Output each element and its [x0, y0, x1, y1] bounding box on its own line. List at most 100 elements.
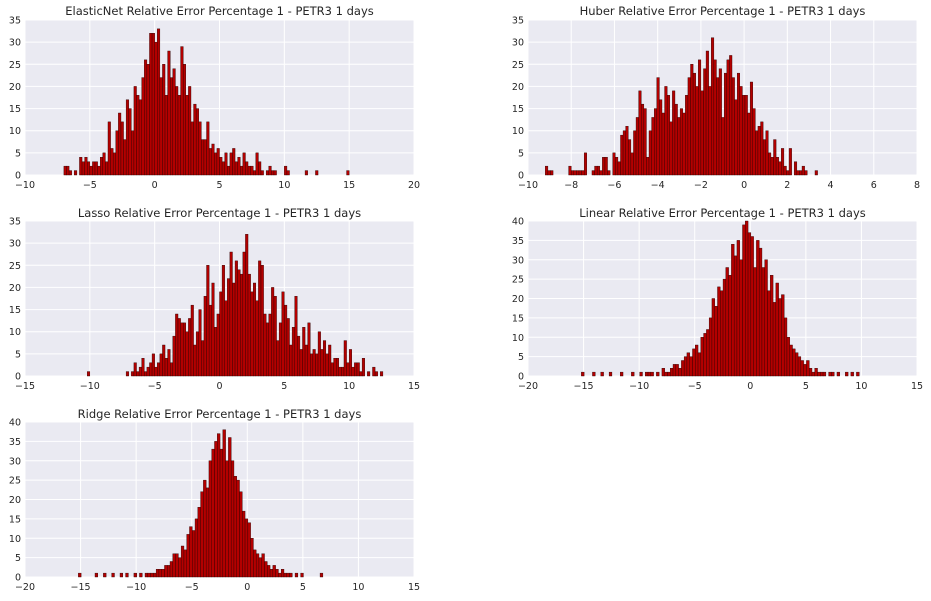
- histogram-bar: [253, 549, 257, 578]
- histogram-bar: [761, 267, 765, 377]
- histogram-bar: [198, 309, 202, 377]
- histogram-bar: [162, 64, 166, 176]
- histogram-bar: [786, 337, 790, 377]
- histogram-bar: [258, 260, 262, 377]
- histogram-bar: [736, 72, 740, 176]
- x-tick-label: −20: [15, 582, 35, 593]
- histogram-bar: [240, 273, 244, 377]
- histogram-bar: [836, 371, 840, 377]
- y-tick-label: 35: [9, 437, 21, 448]
- histogram-bar: [607, 170, 611, 176]
- histogram-bar: [180, 46, 184, 176]
- histogram-bar: [319, 572, 324, 578]
- x-tick-label: −5: [83, 180, 97, 191]
- histogram-bar: [731, 244, 735, 377]
- y-tick-label: 5: [15, 553, 21, 564]
- histogram-bar: [359, 371, 363, 377]
- histogram-bar: [302, 327, 306, 377]
- histogram-bar: [180, 545, 185, 578]
- y-tick-label: 10: [9, 126, 21, 137]
- histogram-bar: [92, 161, 96, 176]
- histogram-bar: [773, 139, 777, 176]
- histogram-bar: [714, 306, 718, 377]
- histogram-bar: [753, 267, 757, 377]
- histogram-bar: [195, 108, 199, 176]
- histogram-bar: [167, 349, 171, 377]
- histogram-bar: [734, 99, 738, 176]
- histogram-bar: [164, 358, 168, 377]
- histogram-bar: [79, 157, 83, 176]
- histogram-bar: [721, 117, 725, 176]
- histogram-bar: [772, 302, 777, 377]
- histogram-bar: [783, 165, 787, 176]
- y-tick-label: 10: [9, 327, 21, 338]
- histogram-bar: [278, 572, 282, 578]
- histogram-bar: [341, 366, 345, 377]
- histogram-bar: [630, 152, 634, 176]
- histogram-bar: [770, 157, 774, 176]
- histogram-bar: [197, 507, 201, 578]
- histogram-bar: [635, 117, 639, 176]
- histogram-bar: [625, 126, 629, 176]
- histogram-bar: [224, 152, 228, 176]
- histogram-bar: [247, 165, 251, 176]
- histogram-bar: [255, 553, 260, 578]
- histogram-bar: [157, 362, 161, 377]
- histogram-bar: [214, 441, 218, 578]
- y-tick-label: 15: [512, 313, 524, 324]
- histogram-bar: [250, 291, 254, 377]
- x-tick-label: −4: [651, 180, 665, 191]
- histogram-bar: [141, 358, 145, 377]
- histogram-bar: [139, 572, 143, 578]
- histogram-bar: [219, 448, 224, 578]
- y-tick-label: 25: [9, 476, 21, 487]
- histogram-bar: [84, 157, 88, 176]
- histogram-bar: [602, 157, 606, 176]
- histogram-bar: [286, 170, 290, 176]
- histogram-bar: [672, 364, 677, 377]
- histogram-bar: [94, 161, 98, 176]
- y-tick-label: 35: [9, 217, 21, 228]
- histogram-bar: [348, 349, 352, 377]
- histogram-bar: [765, 130, 769, 176]
- histogram-bar: [280, 569, 285, 578]
- histogram-bar: [646, 157, 650, 176]
- histogram-bar: [770, 275, 774, 377]
- histogram-bar: [320, 349, 324, 377]
- y-tick-label: 40: [9, 418, 21, 429]
- histogram-bar: [244, 518, 249, 578]
- histogram-bar: [89, 165, 93, 176]
- histogram-bar: [736, 240, 740, 377]
- histogram-bar: [154, 41, 158, 176]
- histogram-bar: [203, 479, 207, 578]
- x-tick-label: −20: [518, 381, 538, 392]
- histogram-bar: [78, 572, 82, 578]
- x-tick-label: −15: [15, 381, 35, 392]
- histogram-bar: [310, 353, 314, 377]
- x-tick-label: 10: [343, 381, 355, 392]
- histogram-bar: [107, 121, 111, 176]
- histogram-bar: [208, 148, 212, 176]
- histogram-bar: [217, 433, 221, 578]
- histogram-bar: [138, 99, 142, 176]
- histogram-bar: [705, 50, 709, 176]
- histogram-bar: [374, 371, 378, 377]
- histogram-bar: [192, 530, 196, 578]
- histogram-bar: [183, 549, 187, 578]
- histogram-bar: [687, 77, 691, 176]
- histogram-bar: [128, 108, 132, 176]
- histogram-bar: [216, 148, 220, 176]
- histogram-bar: [219, 157, 223, 176]
- histogram-bar: [700, 337, 704, 377]
- histogram-bar: [695, 344, 699, 377]
- x-tick-label: 15: [911, 381, 923, 392]
- histogram-bar: [850, 371, 854, 377]
- y-tick-label: 30: [9, 239, 21, 250]
- histogram-bar: [185, 331, 189, 377]
- histogram-bar: [718, 68, 722, 176]
- y-tick-label: 35: [512, 16, 524, 27]
- histogram-bar: [831, 371, 835, 377]
- histogram-bar: [678, 368, 682, 377]
- histogram-bar: [273, 296, 277, 377]
- x-tick-label: −10: [126, 582, 146, 593]
